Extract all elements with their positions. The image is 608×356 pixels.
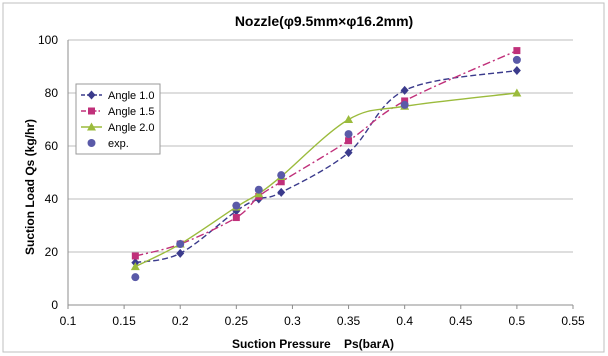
- data-point-angle-1-5: [277, 178, 285, 186]
- y-tick-label: 100: [38, 33, 58, 47]
- plot-area: [67, 40, 574, 309]
- data-point-angle-1-5: [232, 214, 240, 222]
- legend-label: Angle 1.5: [108, 106, 154, 118]
- data-point-angle-1-0: [277, 187, 286, 197]
- data-point-exp: [232, 201, 241, 210]
- data-point-exp: [176, 240, 185, 249]
- y-tick-label: 60: [45, 139, 59, 153]
- x-tick-label: 0.35: [337, 314, 361, 328]
- legend: Angle 1.0 Angle 1.5 Angle 2.0 exp.: [75, 83, 161, 155]
- legend-marker-angle-1-5: [88, 107, 95, 115]
- x-axis-label: Suction Pressure Ps(barA): [232, 337, 394, 351]
- x-tick-label: 0.45: [449, 314, 473, 328]
- x-tick-label: 0.2: [172, 314, 189, 328]
- x-tick-label: 0.5: [509, 314, 526, 328]
- data-point-angle-1-0: [400, 85, 409, 95]
- data-point-exp: [400, 100, 409, 109]
- data-point-exp: [254, 185, 263, 194]
- legend-marker-angle-1-0: [87, 90, 96, 100]
- data-point-angle-2-0: [344, 115, 354, 123]
- legend-marker-exp: [87, 139, 96, 147]
- x-tick-labels: 0.1 0.15 0.2 0.25 0.3 0.35 0.4 0.45 0.5 0.55: [60, 314, 585, 328]
- y-tick-label: 0: [51, 298, 58, 312]
- series-line-angle-1-5: [135, 49, 518, 257]
- x-tick-label: 0.3: [284, 314, 301, 328]
- x-tick-label: 0.1: [60, 314, 77, 328]
- series-markers: [130, 47, 522, 282]
- data-point-angle-2-0: [512, 88, 522, 97]
- legend-label: Angle 2.0: [108, 122, 154, 134]
- data-point-angle-1-5: [131, 252, 139, 260]
- legend-label: Angle 1.0: [108, 90, 154, 102]
- y-tick-label: 40: [45, 192, 59, 206]
- data-point-angle-2-0: [130, 262, 140, 271]
- legend-marker-angle-2-0: [87, 122, 96, 131]
- chart-border: [2, 2, 605, 353]
- y-tick-label: 20: [45, 245, 59, 259]
- data-point-exp: [344, 130, 353, 139]
- data-point-angle-1-5: [513, 47, 521, 55]
- x-tick-label: 0.4: [396, 314, 413, 328]
- chart-title: Nozzle(φ9.5mm×φ16.2mm): [235, 13, 413, 29]
- data-point-exp: [131, 273, 140, 282]
- x-tick-label: 0.55: [561, 314, 585, 328]
- data-point-angle-1-0: [176, 248, 185, 258]
- data-point-angle-1-0: [512, 65, 521, 75]
- data-point-angle-1-0: [344, 148, 353, 158]
- y-axis-label: Suction Load Qs (kg/hr): [23, 119, 37, 255]
- x-tick-label: 0.25: [225, 314, 249, 328]
- legend-label: exp.: [108, 138, 129, 150]
- y-tick-label: 80: [45, 86, 59, 100]
- x-tick-label: 0.15: [112, 314, 136, 328]
- y-tick-labels: 0 20 40 60 80 100: [38, 33, 58, 312]
- data-point-angle-1-5: [345, 137, 353, 145]
- data-point-exp: [277, 171, 286, 180]
- data-point-exp: [512, 55, 521, 64]
